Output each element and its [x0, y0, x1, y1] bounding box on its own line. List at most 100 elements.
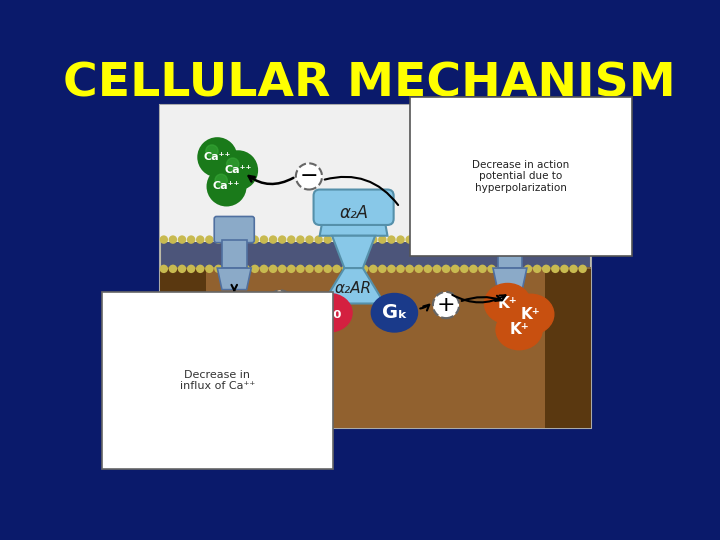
Circle shape: [351, 235, 359, 244]
Text: −: −: [271, 294, 289, 314]
Circle shape: [542, 235, 551, 244]
Circle shape: [396, 235, 405, 244]
Bar: [160, 240, 590, 269]
Circle shape: [207, 166, 246, 206]
Circle shape: [223, 235, 232, 244]
Bar: [222, 240, 246, 268]
Circle shape: [578, 235, 587, 244]
Circle shape: [505, 235, 514, 244]
Polygon shape: [320, 202, 387, 236]
Circle shape: [333, 265, 341, 273]
Circle shape: [415, 265, 423, 273]
Bar: [160, 267, 590, 428]
Circle shape: [196, 265, 204, 273]
Text: α₂AR: α₂AR: [335, 281, 372, 295]
Circle shape: [497, 265, 505, 273]
Circle shape: [396, 265, 405, 273]
Circle shape: [278, 265, 287, 273]
Circle shape: [168, 235, 177, 244]
Text: K⁺: K⁺: [521, 307, 541, 322]
Circle shape: [251, 265, 259, 273]
Text: G₀: G₀: [317, 303, 341, 322]
Circle shape: [269, 235, 277, 244]
Circle shape: [323, 235, 332, 244]
Text: K⁺: K⁺: [509, 322, 529, 337]
Circle shape: [433, 292, 459, 318]
Bar: [498, 240, 522, 268]
Circle shape: [251, 235, 259, 244]
Bar: [160, 105, 590, 428]
Circle shape: [469, 235, 477, 244]
Circle shape: [578, 265, 587, 273]
Polygon shape: [217, 268, 251, 289]
Circle shape: [160, 235, 168, 244]
Circle shape: [241, 235, 250, 244]
Polygon shape: [493, 268, 527, 289]
Text: Decrease in action
potential due to
hyperpolarization: Decrease in action potential due to hype…: [472, 160, 570, 193]
Circle shape: [305, 235, 314, 244]
Circle shape: [323, 265, 332, 273]
Circle shape: [542, 265, 551, 273]
Circle shape: [205, 235, 214, 244]
Text: Ca⁺⁺: Ca⁺⁺: [204, 152, 231, 162]
Circle shape: [415, 235, 423, 244]
Text: Ca⁺⁺: Ca⁺⁺: [213, 181, 240, 192]
Circle shape: [178, 235, 186, 244]
Circle shape: [487, 265, 496, 273]
Circle shape: [387, 265, 396, 273]
Circle shape: [387, 235, 396, 244]
Text: −: −: [300, 166, 318, 186]
Circle shape: [287, 265, 295, 273]
Circle shape: [497, 235, 505, 244]
Circle shape: [197, 137, 238, 177]
Circle shape: [214, 235, 222, 244]
Text: α₂A: α₂A: [339, 204, 368, 221]
Circle shape: [405, 265, 414, 273]
Circle shape: [469, 265, 477, 273]
Polygon shape: [323, 268, 384, 303]
FancyBboxPatch shape: [490, 217, 530, 242]
Circle shape: [442, 265, 450, 273]
Circle shape: [269, 265, 277, 273]
Circle shape: [296, 265, 305, 273]
Text: CELLULAR MECHANISM: CELLULAR MECHANISM: [63, 62, 675, 106]
Ellipse shape: [306, 294, 352, 332]
Circle shape: [523, 235, 532, 244]
Circle shape: [451, 235, 459, 244]
Circle shape: [460, 235, 469, 244]
Circle shape: [423, 235, 432, 244]
Circle shape: [187, 235, 195, 244]
Circle shape: [360, 235, 369, 244]
Circle shape: [214, 265, 222, 273]
Circle shape: [233, 235, 241, 244]
Circle shape: [378, 265, 387, 273]
Circle shape: [433, 265, 441, 273]
Ellipse shape: [372, 294, 418, 332]
Circle shape: [278, 235, 287, 244]
Circle shape: [560, 265, 569, 273]
Circle shape: [570, 235, 577, 244]
Circle shape: [551, 235, 559, 244]
Circle shape: [187, 265, 195, 273]
FancyBboxPatch shape: [215, 217, 254, 242]
Circle shape: [478, 265, 487, 273]
Circle shape: [551, 265, 559, 273]
Circle shape: [227, 158, 239, 170]
Circle shape: [369, 265, 377, 273]
Circle shape: [515, 235, 523, 244]
Ellipse shape: [496, 309, 542, 350]
FancyBboxPatch shape: [314, 190, 394, 225]
Circle shape: [570, 265, 577, 273]
Circle shape: [267, 291, 294, 316]
Circle shape: [215, 174, 228, 186]
Circle shape: [451, 265, 459, 273]
Circle shape: [515, 265, 523, 273]
Circle shape: [505, 265, 514, 273]
Circle shape: [351, 265, 359, 273]
Circle shape: [305, 265, 314, 273]
Circle shape: [260, 235, 268, 244]
Circle shape: [369, 235, 377, 244]
Bar: [160, 105, 590, 242]
Circle shape: [205, 265, 214, 273]
Ellipse shape: [508, 294, 554, 334]
